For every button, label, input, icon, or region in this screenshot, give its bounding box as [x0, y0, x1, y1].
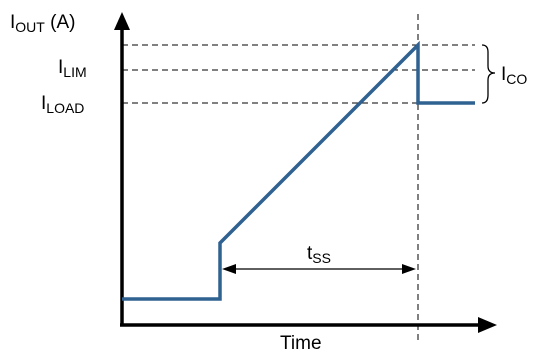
x-axis-arrowhead — [478, 317, 497, 333]
y-axis-arrowhead — [114, 12, 130, 30]
tss-right-arrowhead — [402, 264, 416, 274]
iload-label: ILOAD — [41, 93, 84, 116]
ilim-label: ILIM — [58, 57, 87, 80]
output-current-trace — [122, 40, 475, 301]
y-axis-title: IOUT (A) — [10, 12, 75, 35]
tss-left-arrowhead — [222, 264, 236, 274]
tss-label: tSS — [307, 243, 331, 266]
x-axis-title: Time — [280, 333, 322, 353]
ico-label: ICO — [501, 64, 527, 87]
ico-brace — [481, 44, 496, 104]
